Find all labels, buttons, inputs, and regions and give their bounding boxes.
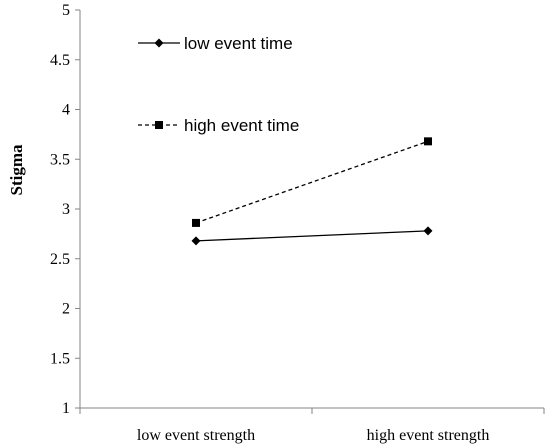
- series-high-event-time: [192, 137, 432, 227]
- y-tick-label: 4: [62, 102, 70, 119]
- data-point: [423, 226, 433, 236]
- y-tick-label: 1: [62, 400, 70, 417]
- axes: [79, 10, 544, 409]
- y-tick-label: 1.5: [50, 350, 70, 367]
- legend-label: high event time: [184, 116, 299, 135]
- legend-marker: [155, 121, 163, 129]
- legend-label: low event time: [184, 34, 293, 53]
- y-tick-label: 2.5: [50, 251, 70, 268]
- data-point: [191, 236, 201, 246]
- legend-item: low event time: [138, 34, 293, 53]
- y-axis-title: Stigma: [7, 144, 26, 196]
- legend-item: high event time: [138, 116, 299, 135]
- series-lines: [191, 137, 433, 246]
- y-tick-label: 3.5: [50, 151, 70, 168]
- legend: low event time high event time: [138, 34, 299, 135]
- data-point: [192, 218, 200, 227]
- y-tick-label: 4.5: [50, 52, 70, 69]
- y-tick-label: 2: [62, 301, 70, 318]
- y-tick-label: 3: [62, 201, 70, 218]
- y-ticks: 1 1.5 2 2.5 3 3.5 4 4.5 5: [50, 2, 80, 417]
- series-line: [195, 230, 429, 242]
- y-tick-label: 5: [62, 2, 70, 19]
- x-ticks: low event strength high event strength: [79, 408, 545, 444]
- x-tick-label: low event strength: [137, 427, 255, 444]
- data-point: [424, 137, 432, 146]
- legend-marker: [154, 38, 164, 48]
- series-low-event-time: [191, 226, 433, 246]
- x-tick-label: high event strength: [367, 427, 490, 444]
- series-line: [195, 140, 429, 224]
